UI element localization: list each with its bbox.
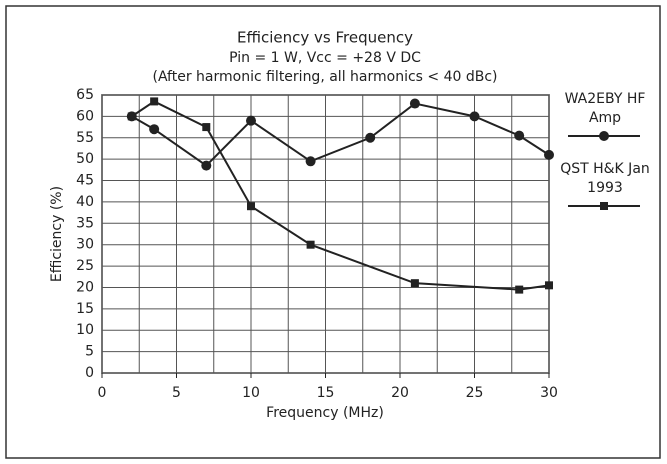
marker xyxy=(305,156,316,167)
marker xyxy=(149,124,160,135)
x-tick-label: 0 xyxy=(98,385,107,401)
y-tick-label: 65 xyxy=(76,87,94,103)
legend-marker xyxy=(600,202,608,210)
y-tick-label: 55 xyxy=(76,130,94,146)
marker xyxy=(247,202,255,211)
x-tick-label: 15 xyxy=(317,385,335,401)
y-axis-label: Efficiency (%) xyxy=(49,186,65,282)
y-tick-label: 0 xyxy=(85,365,94,381)
y-tick-label: 45 xyxy=(76,173,94,189)
frame xyxy=(5,5,661,459)
marker xyxy=(409,98,420,109)
series-line xyxy=(131,100,550,291)
y-tick-label: 25 xyxy=(76,258,94,274)
series-line xyxy=(131,102,550,167)
y-tick-label: 50 xyxy=(76,151,94,167)
marker xyxy=(469,111,480,122)
legend-marker xyxy=(599,131,609,141)
marker xyxy=(365,132,376,143)
y-tick-label: 60 xyxy=(76,108,94,124)
marker xyxy=(515,285,524,294)
legend-label: WA2EBY HF Amp xyxy=(564,91,646,126)
y-tick-label: 20 xyxy=(76,279,94,295)
y-tick-label: 5 xyxy=(85,344,94,360)
marker xyxy=(246,115,256,126)
y-tick-label: 35 xyxy=(76,215,94,231)
chart-title: Efficiency vs Frequency xyxy=(237,29,413,47)
marker xyxy=(306,240,315,249)
marker xyxy=(514,130,525,141)
marker xyxy=(201,160,212,171)
x-tick-label: 20 xyxy=(391,385,409,401)
marker xyxy=(202,123,211,132)
x-tick-label: 5 xyxy=(172,385,181,401)
marker xyxy=(150,97,159,106)
marker xyxy=(410,279,419,288)
chart-subtitle: Pin = 1 W, Vcc = +28 V DC xyxy=(229,50,421,66)
y-tick-label: 10 xyxy=(76,322,94,338)
y-tick-label: 40 xyxy=(76,194,94,210)
x-axis-label: Frequency (MHz) xyxy=(266,405,384,421)
x-tick-label: 30 xyxy=(540,385,558,401)
chart-note: (After harmonic filtering, all harmonics… xyxy=(153,69,498,85)
x-tick-label: 10 xyxy=(242,385,260,401)
marker xyxy=(545,281,553,290)
y-tick-label: 30 xyxy=(76,237,94,253)
marker xyxy=(127,112,136,121)
marker xyxy=(544,149,554,160)
x-tick-label: 25 xyxy=(466,385,484,401)
y-tick-label: 15 xyxy=(76,301,94,317)
legend-label: QST H&K Jan 1993 xyxy=(560,161,650,196)
